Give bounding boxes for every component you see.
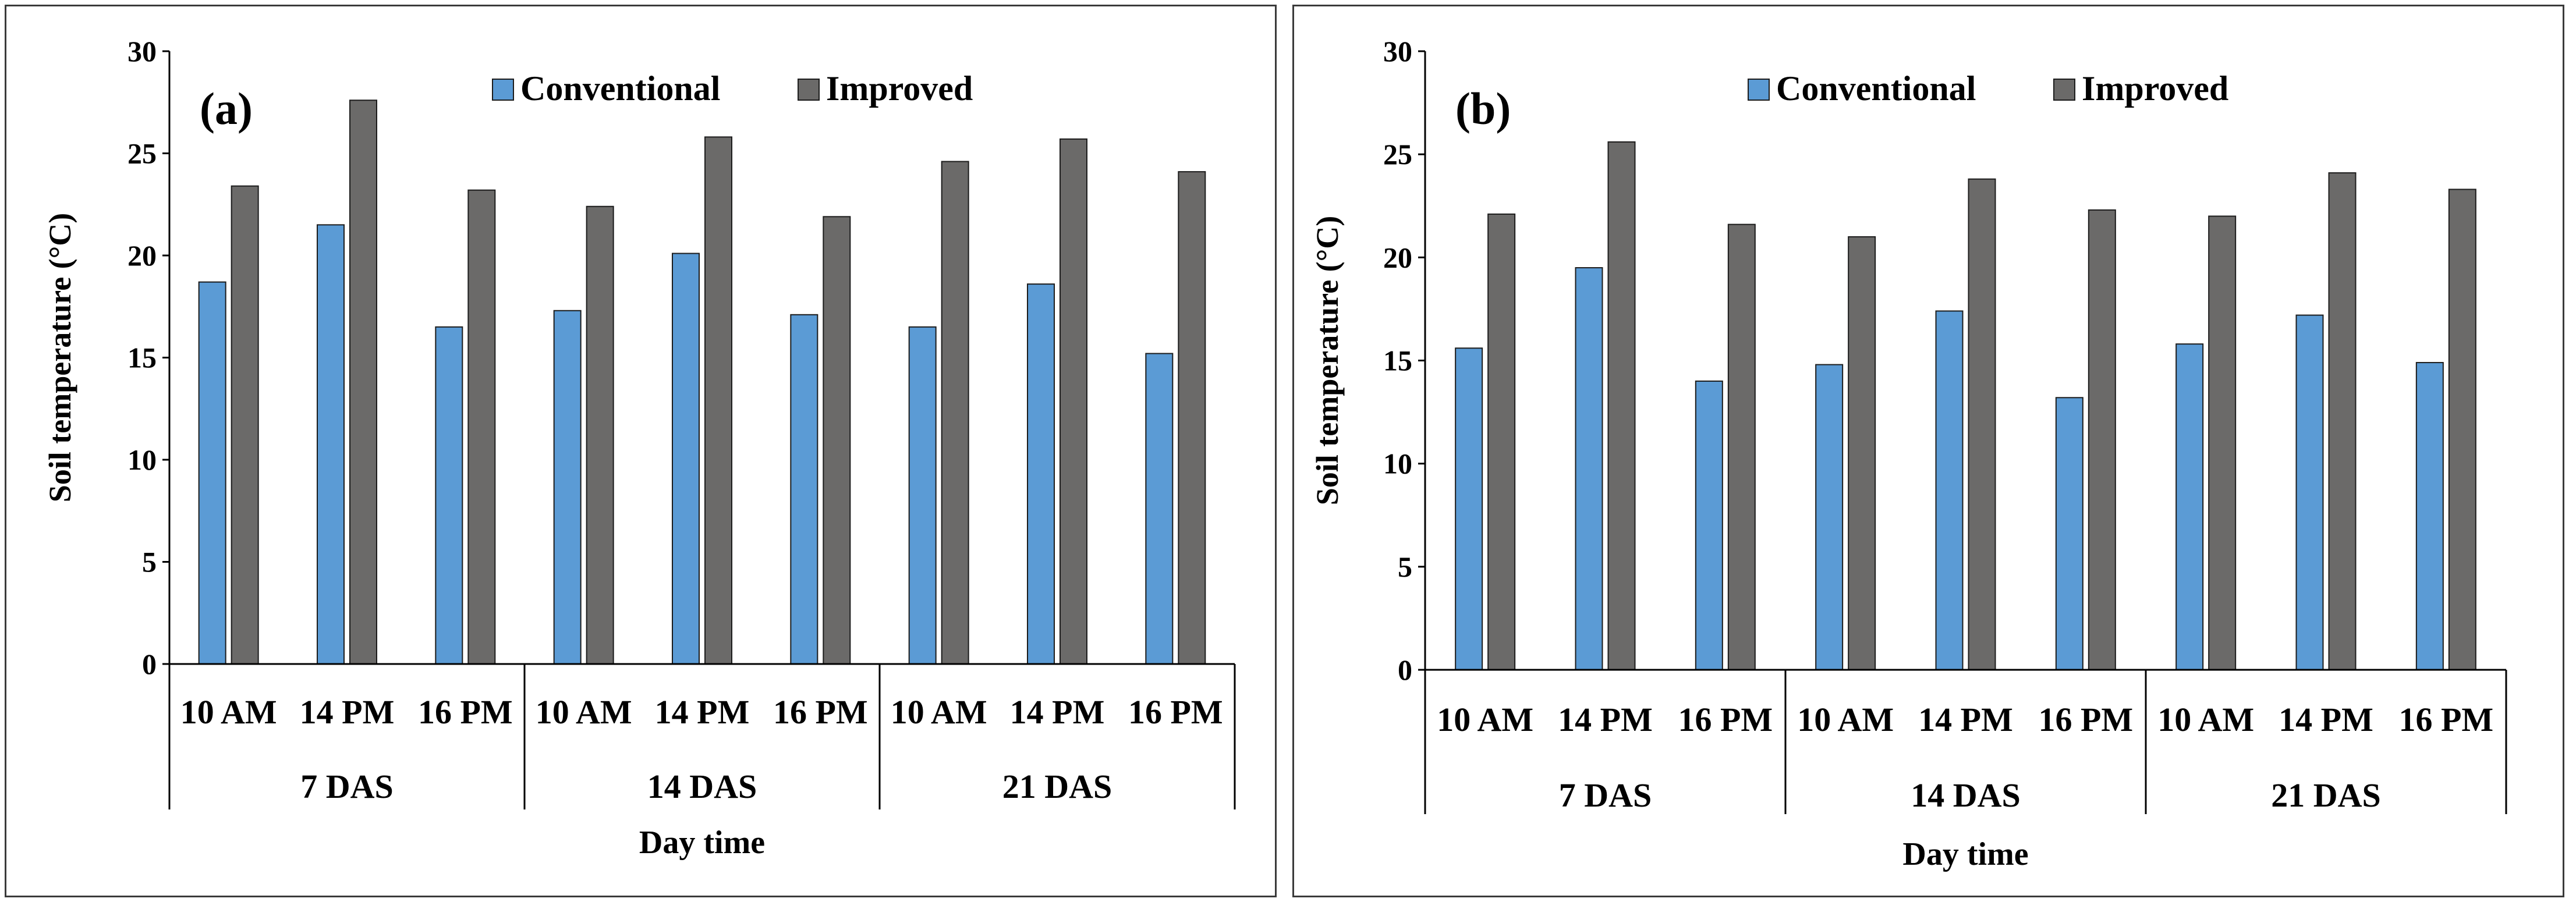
x-category-label: 16 PM [418,693,513,731]
y-tick-label: 20 [1383,241,1412,274]
bar-conventional [1935,310,1964,670]
bar-conventional [198,281,226,665]
bar-conventional [1455,347,1483,670]
y-tick-label: 20 [127,239,157,272]
x-category-label: 14 PM [2279,701,2373,738]
bar-improved [941,161,969,665]
bar-conventional [435,326,463,665]
bar-improved [2088,209,2116,670]
bar-improved [1727,223,1756,670]
y-axis-title: Soil temperature (°C) [42,213,77,502]
bar-improved [2208,215,2237,670]
x-category-label: 16 PM [2398,701,2493,738]
bar-conventional [1027,283,1055,665]
y-tick-label: 5 [1398,551,1412,583]
bar-improved [1607,141,1636,670]
y-tick-label: 25 [127,137,157,170]
bar-improved [1178,171,1206,665]
chart-a-svg: 0 5 10 15 20 25 30 10 AM 14 PM 16 PM 10 AM 14 PM 16 … [42,35,1236,861]
bar-improved [1060,138,1087,665]
x-category-label: 10 AM [2157,701,2254,738]
bar-improved [467,189,496,665]
y-tick-label: 10 [1383,448,1412,480]
bar-improved [1848,236,1876,670]
x-axis-title: Day time [639,825,765,861]
bar-conventional [1575,267,1603,670]
chart-panel-b: 0 5 10 15 20 25 30 10 AM 14 PM 16 PM 10 AM 14 PM 16 … [1292,5,2564,897]
x-category-label: 10 AM [1797,701,1894,738]
legend-label-improved: Improved [2082,69,2228,108]
bar-conventional [2055,397,2084,671]
y-tick-label: 15 [1383,345,1412,377]
bar-improved [1968,178,1996,671]
bar-improved [823,216,851,665]
bar-conventional [553,310,582,665]
y-tick-label: 0 [142,648,157,680]
legend-swatch-improved [2053,79,2075,101]
bar-conventional [672,253,700,665]
x-category-label: 16 PM [2038,701,2133,738]
x-category-label: 10 AM [536,693,632,731]
x-group-label: 7 DAS [300,768,394,805]
bar-improved [586,205,614,665]
y-tick-label: 15 [127,342,157,374]
legend-label-conventional: Conventional [520,69,720,108]
bar-conventional [2175,343,2204,670]
y-tick-label: 30 [1383,35,1412,68]
legend-swatch-conventional [1748,79,1770,101]
legend-swatch-conventional [492,79,514,101]
bar-improved [704,136,732,665]
y-tick-label: 30 [127,35,157,68]
x-category-label: 14 PM [655,693,750,731]
x-category-label: 10 AM [1437,701,1533,738]
bar-improved [2448,189,2476,670]
x-group-label: 21 DAS [2271,776,2381,814]
x-category-label: 10 AM [891,693,987,731]
legend-label-improved: Improved [826,69,973,108]
x-category-label: 14 PM [1010,693,1105,731]
x-category-label: 16 PM [1128,693,1223,731]
bar-conventional [1695,380,1723,671]
y-tick-label: 10 [127,443,157,476]
bar-conventional [1145,353,1174,665]
bar-conventional [790,314,818,665]
bar-improved [2328,172,2357,671]
bar-conventional [908,326,937,665]
y-tick-label: 25 [1383,138,1412,171]
panel-label: (b) [1455,83,1511,134]
x-category-label: 16 PM [773,693,868,731]
chart-panel-a: 0 5 10 15 20 25 30 10 AM 14 PM 16 PM 10 AM 14 PM 16 … [5,5,1277,897]
x-group-label: 14 DAS [647,768,757,805]
y-axis-title: Soil temperature (°C) [1310,216,1345,505]
x-group-label: 7 DAS [1559,776,1652,814]
chart-b-svg: 0 5 10 15 20 25 30 10 AM 14 PM 16 PM 10 AM 14 PM 16 … [1310,35,2507,872]
x-group-label: 21 DAS [1002,768,1112,805]
bar-conventional [317,224,345,665]
x-group-label: 14 DAS [1911,776,2021,814]
y-tick-label: 5 [142,546,157,578]
x-axis-title: Day time [1902,836,2028,872]
bar-improved [1487,213,1516,670]
legend-swatch-improved [798,79,820,101]
panel-label: (a) [200,83,253,134]
legend-label-conventional: Conventional [1776,69,1976,108]
x-category-label: 10 AM [180,693,277,731]
x-category-label: 14 PM [1918,701,2013,738]
y-tick-label: 0 [1398,654,1412,686]
bar-conventional [2415,362,2444,670]
bar-improved [231,185,259,665]
x-category-label: 14 PM [1558,701,1653,738]
bar-conventional [2295,314,2324,670]
bar-conventional [1815,364,1844,670]
x-category-label: 14 PM [300,693,395,731]
bar-improved [349,100,377,665]
x-category-label: 16 PM [1678,701,1773,738]
